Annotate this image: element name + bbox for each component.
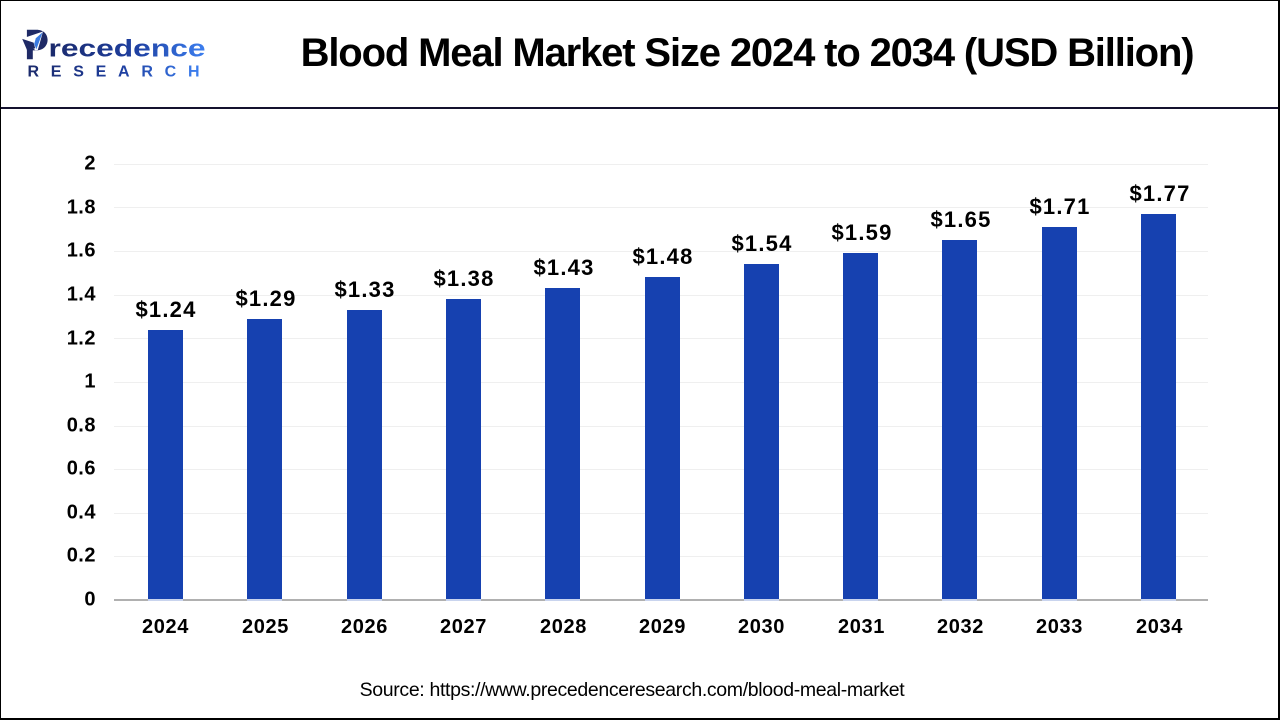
svg-text:RESEARCH: RESEARCH	[28, 64, 200, 81]
svg-text:recedence: recedence	[49, 36, 206, 63]
